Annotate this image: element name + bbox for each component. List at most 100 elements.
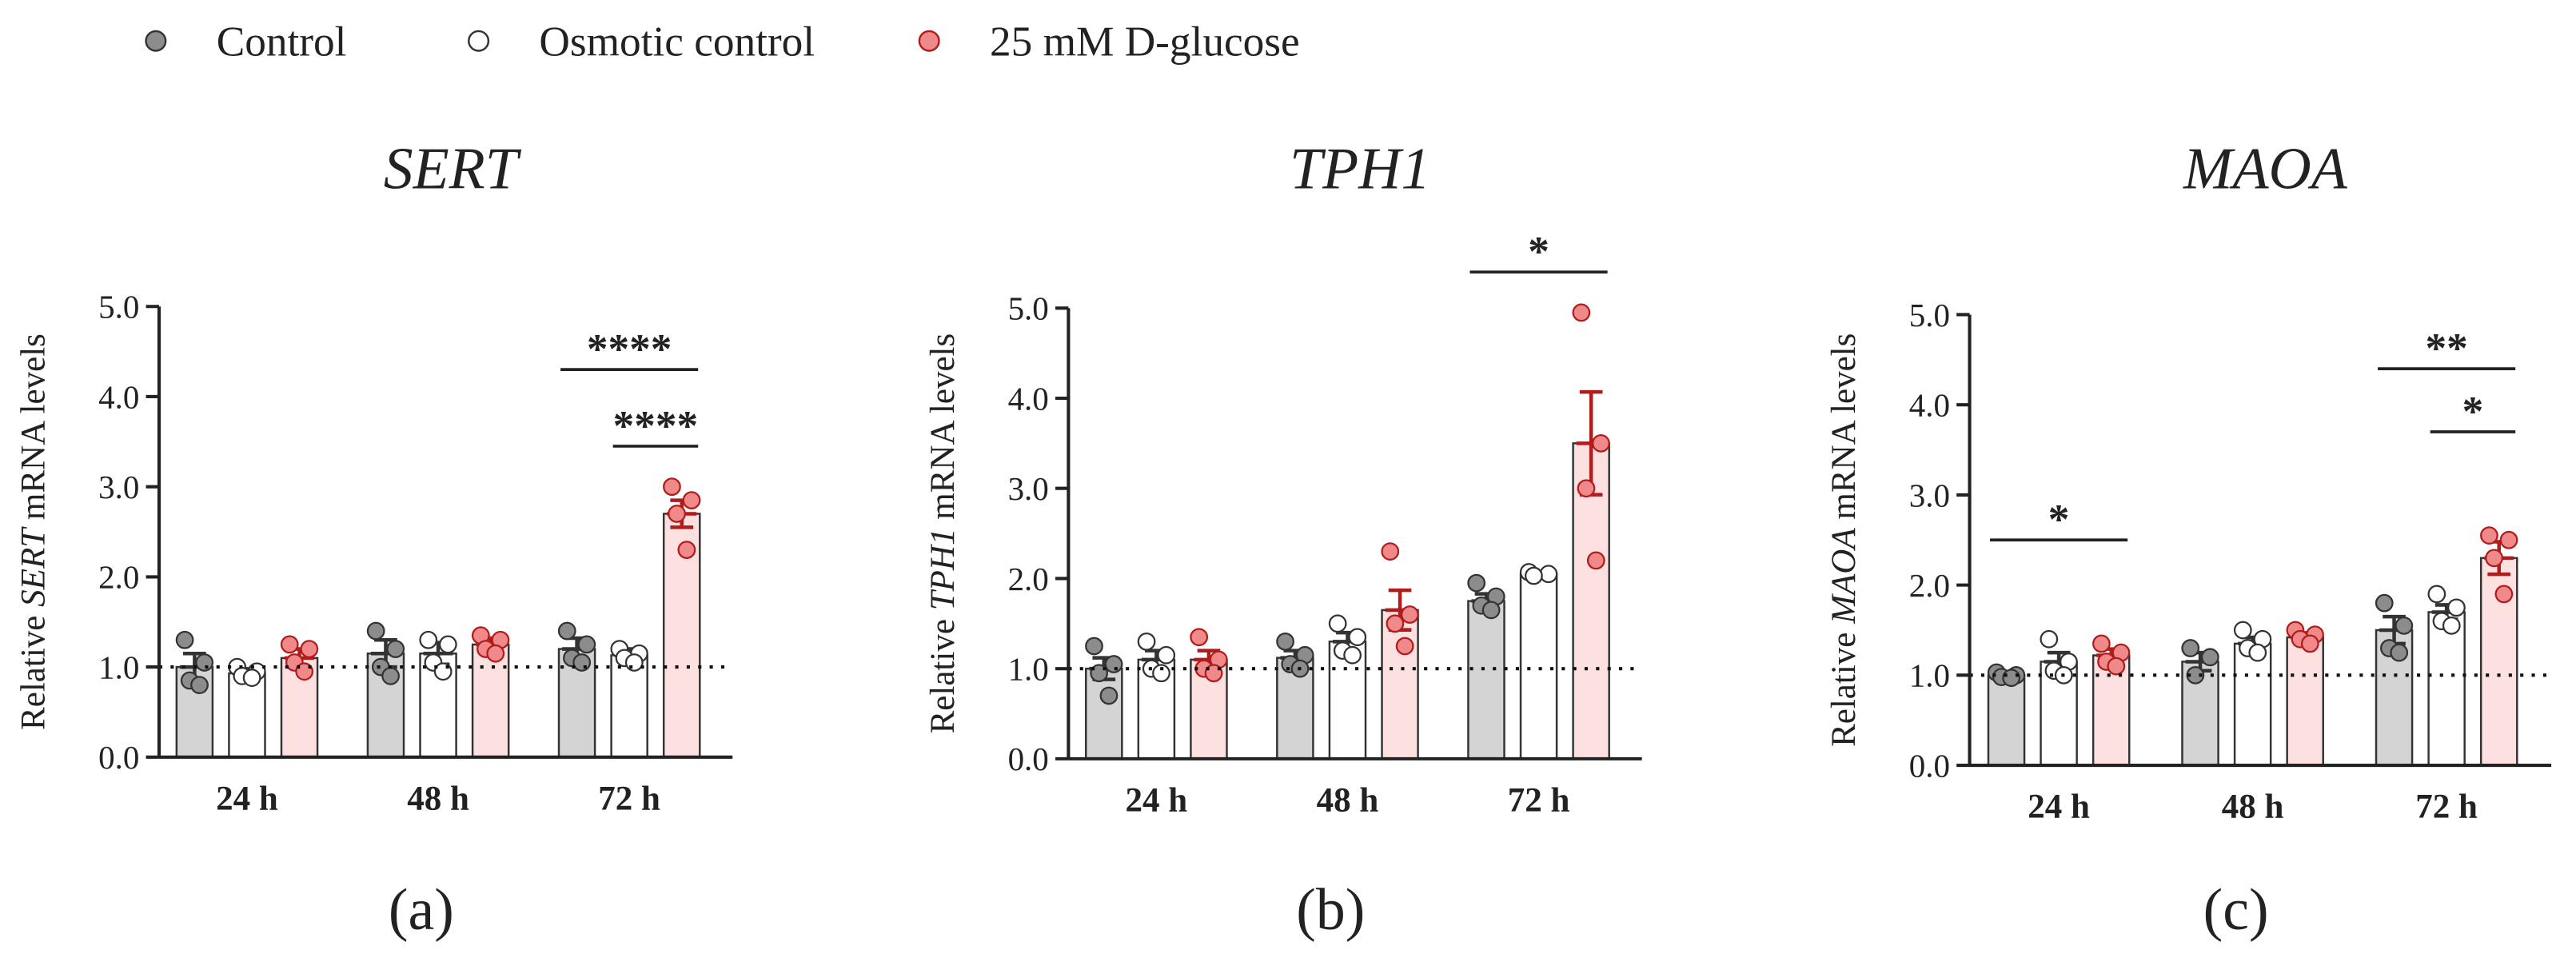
- data-point: [1467, 573, 1486, 593]
- y-tick-label: 4.0: [98, 378, 139, 415]
- y-axis-label-post: mRNA levels: [1825, 333, 1863, 520]
- y-tick-label: 0.0: [1909, 747, 1950, 784]
- data-point: [557, 621, 576, 641]
- panel-label: (b): [1296, 876, 1365, 942]
- data-point: [300, 640, 319, 658]
- data-point: [2092, 634, 2111, 653]
- x-tick-label: 48 h: [2222, 788, 2284, 826]
- y-axis-label-post: mRNA levels: [15, 333, 53, 520]
- y-tick-label: 3.0: [1008, 470, 1049, 507]
- legend-marker: [145, 30, 167, 52]
- data-point: [419, 630, 438, 649]
- y-tick-label: 3.0: [1909, 477, 1950, 513]
- data-point: [624, 653, 644, 672]
- data-point: [1386, 614, 1405, 633]
- bar: [610, 654, 648, 759]
- data-point: [1592, 433, 1610, 453]
- x-tick-label: 24 h: [1126, 781, 1188, 819]
- data-point: [2447, 598, 2466, 617]
- data-point: [1525, 566, 1543, 585]
- data-point: [2248, 643, 2267, 662]
- y-axis-label-gene: TPH1: [924, 529, 962, 611]
- data-point: [2494, 585, 2514, 604]
- x-tick-label: 72 h: [1508, 781, 1570, 819]
- data-point: [2181, 639, 2200, 657]
- data-point: [190, 676, 209, 695]
- bar: [2427, 611, 2466, 767]
- x-tick-label: 48 h: [407, 780, 469, 817]
- data-point: [1104, 655, 1123, 673]
- data-point: [2200, 648, 2219, 667]
- panel-label: (c): [2203, 876, 2269, 942]
- y-axis-label-pre: Relative: [15, 616, 53, 730]
- data-point: [1343, 645, 1362, 665]
- data-point: [1099, 686, 1119, 705]
- data-point: [1152, 664, 1170, 683]
- data-point: [1586, 551, 1605, 570]
- significance-label: **: [2426, 325, 2468, 372]
- y-tick-label: 0.0: [1008, 740, 1049, 777]
- x-tick-label: 72 h: [598, 780, 660, 817]
- data-point: [2427, 585, 2446, 604]
- data-point: [386, 640, 405, 658]
- x-tick-label: 24 h: [216, 780, 278, 817]
- y-axis-label-post: mRNA levels: [924, 333, 962, 520]
- data-point: [2375, 593, 2394, 613]
- y-tick-label: 2.0: [1008, 561, 1049, 597]
- y-axis-label: Relative SERT mRNA levels: [15, 333, 53, 730]
- bar: [1987, 674, 2026, 767]
- y-axis-label-gene: MAOA: [1825, 528, 1863, 625]
- data-point: [1328, 614, 1347, 633]
- significance-label: *: [2462, 388, 2484, 435]
- bar: [1467, 600, 1505, 760]
- data-point: [366, 621, 385, 641]
- legend-label: 25 mM D-glucose: [990, 18, 1300, 66]
- data-point: [1381, 542, 1400, 561]
- chart-title: MAOA: [2183, 136, 2348, 202]
- significance-label: ****: [587, 325, 672, 373]
- data-point: [438, 635, 457, 654]
- data-point: [2040, 629, 2059, 649]
- data-point: [1572, 303, 1591, 322]
- y-tick-label: 0.0: [98, 739, 139, 776]
- y-axis-label-pre: Relative: [1825, 633, 1863, 747]
- significance-label: ****: [613, 402, 699, 449]
- data-point: [2485, 549, 2503, 568]
- y-axis-label-gene: SERT: [15, 526, 53, 607]
- data-point: [195, 653, 214, 672]
- data-point: [175, 630, 194, 649]
- y-tick-label: 5.0: [98, 289, 139, 325]
- bar: [1519, 573, 1558, 760]
- x-tick-label: 72 h: [2415, 788, 2478, 826]
- data-point: [1400, 605, 1419, 624]
- data-point: [1085, 637, 1103, 656]
- data-point: [2186, 665, 2205, 685]
- y-tick-label: 5.0: [1909, 297, 1950, 333]
- data-point: [1539, 565, 1558, 584]
- legend-label: Control: [217, 18, 347, 66]
- legend-label: Osmotic control: [539, 18, 815, 66]
- x-tick-label: 24 h: [2028, 788, 2090, 826]
- data-point: [242, 669, 261, 688]
- data-point: [1190, 628, 1209, 647]
- bar: [2286, 636, 2324, 767]
- bar: [471, 643, 510, 759]
- data-point: [572, 653, 592, 672]
- y-axis-label-pre: Relative: [924, 619, 962, 733]
- data-point: [2107, 657, 2126, 676]
- data-point: [280, 635, 299, 654]
- y-tick-label: 1.0: [98, 649, 139, 685]
- y-tick-label: 2.0: [1909, 567, 1950, 604]
- data-point: [2390, 643, 2409, 662]
- significance-label: *: [2048, 496, 2070, 543]
- bar: [1085, 667, 1123, 760]
- chart-title: TPH1: [1290, 136, 1430, 202]
- data-point: [2002, 669, 2021, 688]
- data-point: [1157, 645, 1176, 665]
- y-tick-label: 3.0: [98, 469, 139, 505]
- data-point: [381, 667, 400, 685]
- data-point: [486, 644, 505, 663]
- bar: [2233, 642, 2272, 767]
- data-point: [2442, 616, 2461, 635]
